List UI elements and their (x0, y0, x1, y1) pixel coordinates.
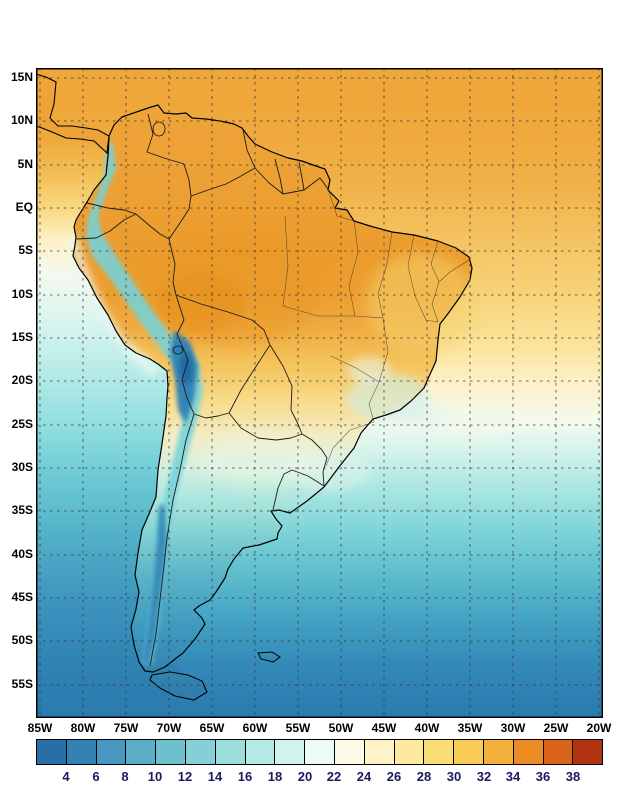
colorbar-tick: 30 (446, 769, 462, 784)
lon-label: 55W (285, 721, 311, 735)
lat-label: 20S (11, 373, 33, 387)
lat-label: 55S (11, 677, 33, 691)
lon-label: 50W (328, 721, 354, 735)
lat-label: 5S (18, 243, 33, 257)
lat-label: 40S (11, 547, 33, 561)
lon-label: 60W (242, 721, 268, 735)
lon-label: 40W (414, 721, 440, 735)
colorbar-segment (424, 740, 455, 764)
map-frame (36, 68, 603, 718)
colorbar-segment (334, 740, 365, 764)
lon-label: 25W (543, 721, 569, 735)
colorbar-segment (215, 740, 246, 764)
lake-maracaibo (152, 121, 166, 137)
patagonia-andes-cold-core (142, 504, 167, 666)
lat-label: 50S (11, 633, 33, 647)
colorbar-tick: 36 (535, 769, 551, 784)
colorbar-segment (543, 740, 574, 764)
colorbar-segment (185, 740, 216, 764)
lon-label: 75W (113, 721, 139, 735)
colorbar-segment (156, 740, 186, 764)
lat-label: 5N (17, 157, 33, 171)
colorbar-segment (275, 740, 306, 764)
colorbar-segment (573, 740, 603, 764)
lat-label: 25S (11, 417, 33, 431)
colorbar-segment (454, 740, 484, 764)
lat-label: 10S (11, 287, 33, 301)
lon-label: 35W (457, 721, 483, 735)
colorbar-tick: 8 (121, 769, 129, 784)
lat-label: 35S (11, 503, 33, 517)
colorbar-segment (96, 740, 127, 764)
lat-label: 45S (11, 590, 33, 604)
colorbar-tick: 24 (356, 769, 372, 784)
colorbar-tick: 26 (386, 769, 402, 784)
colorbar-tick: 6 (92, 769, 100, 784)
colorbar-segment (126, 740, 157, 764)
colorbar-tick: 34 (505, 769, 521, 784)
minas-cool-patch (347, 357, 391, 383)
coastal-se-cool-patch (392, 402, 444, 428)
northeast-brazil-warm (366, 253, 476, 353)
south-america-temperature-map (36, 68, 603, 718)
colorbar-segment (66, 740, 97, 764)
lat-label: 10N (10, 113, 33, 127)
andes-cold-ribbon (86, 140, 203, 664)
lon-label: 65W (199, 721, 225, 735)
lon-label: 30W (500, 721, 526, 735)
lon-label: 20W (586, 721, 612, 735)
lat-label: EQ (15, 200, 33, 214)
colorbar-tick: 18 (267, 769, 283, 784)
peru-coast-cool-band (69, 232, 160, 377)
pacific-ocean-field (36, 128, 208, 718)
colorbar-tick: 28 (416, 769, 432, 784)
colorbar-tick: 32 (476, 769, 492, 784)
lat-label: 15S (11, 330, 33, 344)
north-argentina-pale-band (201, 434, 321, 486)
lat-label: 30S (11, 460, 33, 474)
colorbar-segment (245, 740, 276, 764)
colorbar-segment (364, 740, 395, 764)
colorbar-tick: 20 (297, 769, 313, 784)
lon-label: 45W (371, 721, 397, 735)
colorbar-tick: 14 (207, 769, 223, 784)
colorbar-tick: 22 (326, 769, 342, 784)
lat-label: 15N (10, 70, 33, 84)
lon-label: 70W (156, 721, 182, 735)
colorbar-segment (394, 740, 425, 764)
lake-titicaca (172, 345, 184, 355)
lon-label: 80W (70, 721, 96, 735)
temperature-colorbar (36, 739, 603, 765)
colorbar-tick: 12 (177, 769, 193, 784)
colorbar-tick: 4 (62, 769, 70, 784)
colorbar-segment (37, 740, 67, 764)
state-borders (282, 188, 470, 467)
colorbar-tick: 16 (237, 769, 253, 784)
colorbar-tick: 10 (147, 769, 163, 784)
colorbar-segment (513, 740, 544, 764)
colorbar-segment (483, 740, 514, 764)
lon-label: 85W (27, 721, 53, 735)
colorbar-segment (305, 740, 335, 764)
amazon-hot-spot (156, 273, 246, 333)
colorbar-tick: 38 (565, 769, 581, 784)
country-borders (76, 113, 329, 667)
